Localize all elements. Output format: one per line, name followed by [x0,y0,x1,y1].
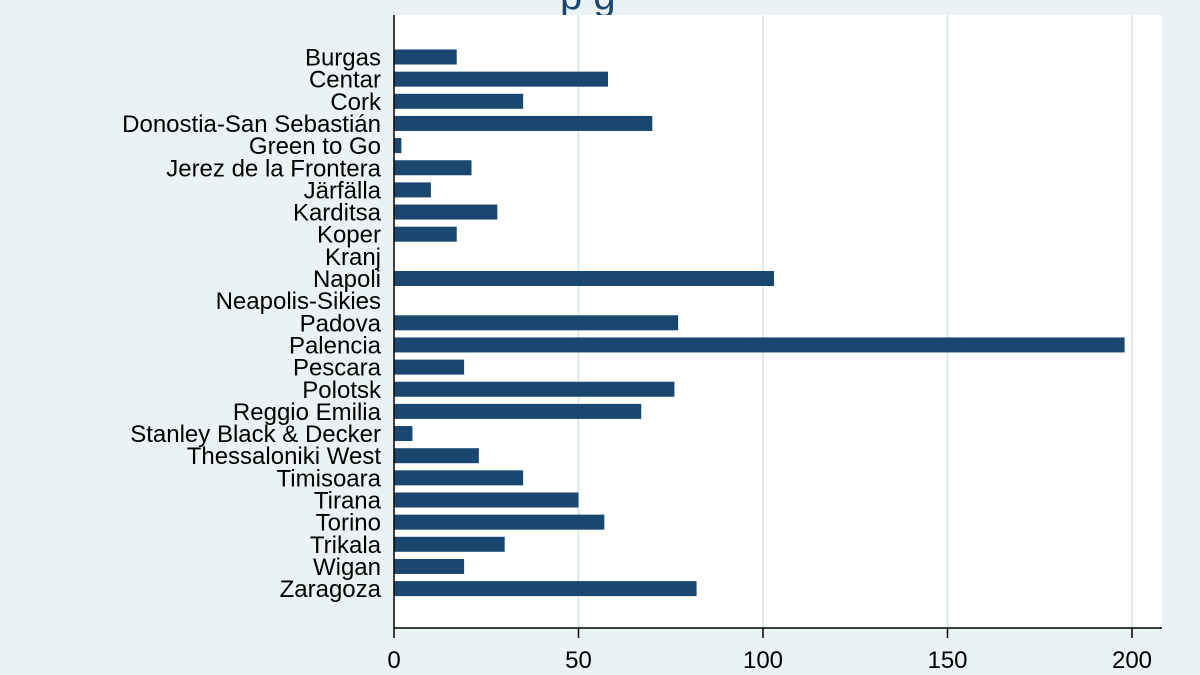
category-label: Jerez de la Frontera [166,155,381,182]
category-label: Pescara [293,355,382,382]
bar [394,536,505,552]
category-label: Neapolis-Sikies [216,288,381,315]
bar [394,470,524,486]
category-label: Stanley Black & Decker [130,421,381,448]
bar [394,359,465,375]
bar [394,138,402,154]
bar [394,226,457,242]
chart-title: p g [560,0,616,19]
category-label: Järfälla [304,177,382,204]
bar [394,182,431,198]
bar [394,448,479,464]
category-label: Trikala [310,532,382,559]
bar [394,492,579,508]
category-label: Burgas [305,45,381,72]
bar [394,115,653,131]
bar [394,160,472,176]
bars [394,49,1125,597]
category-label: Tirana [314,488,382,515]
category-label: Napoli [313,266,381,293]
x-tick-label: 100 [743,647,783,674]
category-label: Reggio Emilia [233,399,382,426]
bar [394,315,679,331]
x-tick-label: 150 [927,647,967,674]
x-tick-label: 50 [565,647,592,674]
bar [394,381,675,397]
bar [394,514,605,530]
bar [394,49,457,65]
category-label: Wigan [313,554,381,581]
bar [394,403,642,419]
bar [394,337,1125,353]
category-label: Polotsk [302,377,382,404]
category-label: Thessaloniki West [187,443,382,470]
bar [394,558,465,574]
bar [394,71,609,87]
category-label: Green to Go [249,133,381,160]
bar [394,426,413,442]
x-tick-label: 0 [387,647,400,674]
x-axis: 0 50 100 150 200 [387,15,1162,674]
category-label: Palencia [289,332,382,359]
bar [394,93,524,109]
category-label: Kranj [325,244,381,271]
category-label: Koper [317,222,381,249]
category-label: Padova [300,310,382,337]
category-label: Timisoara [277,465,382,492]
bar [394,204,498,220]
bar [394,581,697,597]
category-label: Cork [330,89,382,116]
category-label: Centar [309,67,381,94]
category-label: Karditsa [293,200,382,227]
x-tick-label: 200 [1112,647,1152,674]
category-label: Donostia-San Sebastián [122,111,381,138]
category-label: Zaragoza [280,576,382,603]
category-label: Torino [316,510,381,537]
bar [394,271,775,286]
